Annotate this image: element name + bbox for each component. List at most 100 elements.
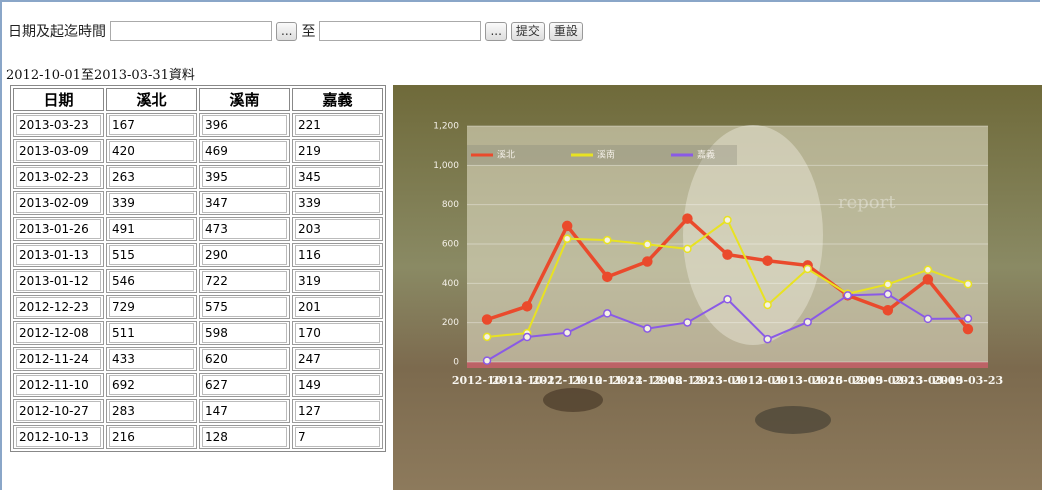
table-row: 2012-10-27 283 147 127 <box>13 399 383 423</box>
cell-input: 491 <box>109 219 194 239</box>
table-cell: 2013-03-23 <box>13 113 104 137</box>
point <box>803 317 812 327</box>
point <box>722 249 733 260</box>
table-cell: 598 <box>199 321 290 345</box>
table-row: 2013-02-09 339 347 339 <box>13 191 383 215</box>
table-cell: 420 <box>106 139 197 163</box>
table-cell: 2012-11-24 <box>13 347 104 371</box>
cell-input: 2012-10-13 <box>16 427 101 447</box>
point <box>922 274 934 285</box>
table-row: 2013-01-26 491 473 203 <box>13 217 383 241</box>
cell-input: 515 <box>109 245 194 265</box>
x-tick-label: 2013-02-09 <box>813 374 883 387</box>
watermark: report <box>838 192 896 213</box>
column-header: 嘉義 <box>292 88 383 111</box>
table-cell: 2013-01-12 <box>13 269 104 293</box>
plot-area <box>467 126 988 362</box>
legend-box <box>467 145 737 165</box>
point <box>843 291 852 300</box>
cell-input: 511 <box>109 323 194 343</box>
cell-input: 722 <box>202 271 287 291</box>
point <box>682 213 693 224</box>
x-tick-label: 2013-01-13 <box>732 374 802 387</box>
table-row: 2012-10-13 216 128 7 <box>13 425 383 449</box>
cell-input: 290 <box>202 245 287 265</box>
table-row: 2013-02-23 263 395 345 <box>13 165 383 189</box>
cell-input: 692 <box>109 375 194 395</box>
point <box>603 235 612 245</box>
cell-input: 283 <box>109 401 194 421</box>
table-cell: 491 <box>106 217 197 241</box>
cell-input: 2013-01-12 <box>16 271 101 291</box>
cell-input: 263 <box>109 167 194 187</box>
point <box>642 256 653 267</box>
point <box>562 328 572 337</box>
table-cell: 203 <box>292 217 383 241</box>
cell-input: 420 <box>109 141 194 161</box>
table-cell: 345 <box>292 165 383 189</box>
table-cell: 469 <box>199 139 290 163</box>
cell-input: 2013-01-26 <box>16 219 101 239</box>
table-cell: 2013-01-13 <box>13 243 104 267</box>
point <box>643 324 652 333</box>
point <box>883 289 893 299</box>
table-cell: 722 <box>199 269 290 293</box>
legend-label: 溪北 <box>497 149 515 161</box>
table-cell: 2012-10-13 <box>13 425 104 449</box>
table-cell: 2013-01-26 <box>13 217 104 241</box>
table-cell: 319 <box>292 269 383 293</box>
x-tick-label: 2013-01-12 <box>692 374 762 387</box>
submit-button[interactable]: 提交 <box>510 21 545 41</box>
cell-input: 2013-02-23 <box>16 167 101 187</box>
table-cell: 2012-12-08 <box>13 321 104 345</box>
cell-input: 219 <box>295 141 380 161</box>
x-axis-band <box>467 362 988 368</box>
legend-label: 嘉義 <box>697 149 715 161</box>
cell-input: 395 <box>202 167 287 187</box>
point <box>683 244 692 254</box>
table-row: 2013-03-09 420 469 219 <box>13 139 383 163</box>
start-picker[interactable]: ... <box>276 21 298 41</box>
table-cell: 627 <box>199 373 290 397</box>
x-tick-label: 2012-12-23 <box>652 374 722 387</box>
point <box>482 332 492 342</box>
y-tick-label: 800 <box>442 200 459 210</box>
table-row: 2012-12-23 729 575 201 <box>13 295 383 319</box>
table-row: 2012-11-24 433 620 247 <box>13 347 383 371</box>
table-cell: 2012-10-27 <box>13 399 104 423</box>
table-cell: 339 <box>106 191 197 215</box>
point <box>643 240 652 249</box>
to-label: 至 <box>301 24 316 40</box>
start-input[interactable] <box>110 21 272 41</box>
table-row: 2013-01-13 515 290 116 <box>13 243 383 267</box>
end-picker[interactable]: ... <box>485 21 507 41</box>
reset-button[interactable]: 重設 <box>548 21 583 41</box>
end-input[interactable] <box>319 21 482 41</box>
table-row: 2012-12-08 511 598 170 <box>13 321 383 345</box>
table-cell: 283 <box>106 399 197 423</box>
cell-input: 221 <box>295 115 380 135</box>
point <box>481 314 493 325</box>
cell-input: 2012-12-08 <box>16 323 101 343</box>
point <box>963 279 973 289</box>
table-cell: 149 <box>292 373 383 397</box>
cell-input: 247 <box>295 349 380 369</box>
cell-input: 2013-03-09 <box>16 141 101 161</box>
table-cell: 128 <box>199 425 290 449</box>
cell-input: 598 <box>202 323 287 343</box>
table-cell: 201 <box>292 295 383 319</box>
form-label: 日期及起迄時間 <box>8 24 106 40</box>
cell-input: 546 <box>109 271 194 291</box>
x-tick-label: 2013-01-26 <box>772 374 843 387</box>
cell-input: 201 <box>295 297 380 317</box>
x-tick-label: 2013-03-23 <box>933 374 1003 387</box>
table-row: 2013-03-23 167 396 221 <box>13 113 383 137</box>
cell-input: 339 <box>295 193 380 213</box>
table-cell: 147 <box>199 399 290 423</box>
photo-animal <box>755 406 831 434</box>
cell-input: 2013-02-09 <box>16 193 101 213</box>
x-tick-label: 2012-10-27 <box>492 374 562 387</box>
x-tick-label: 2012-12-08 <box>612 374 683 387</box>
cell-input: 627 <box>202 375 287 395</box>
cell-input: 2012-10-27 <box>16 401 101 421</box>
